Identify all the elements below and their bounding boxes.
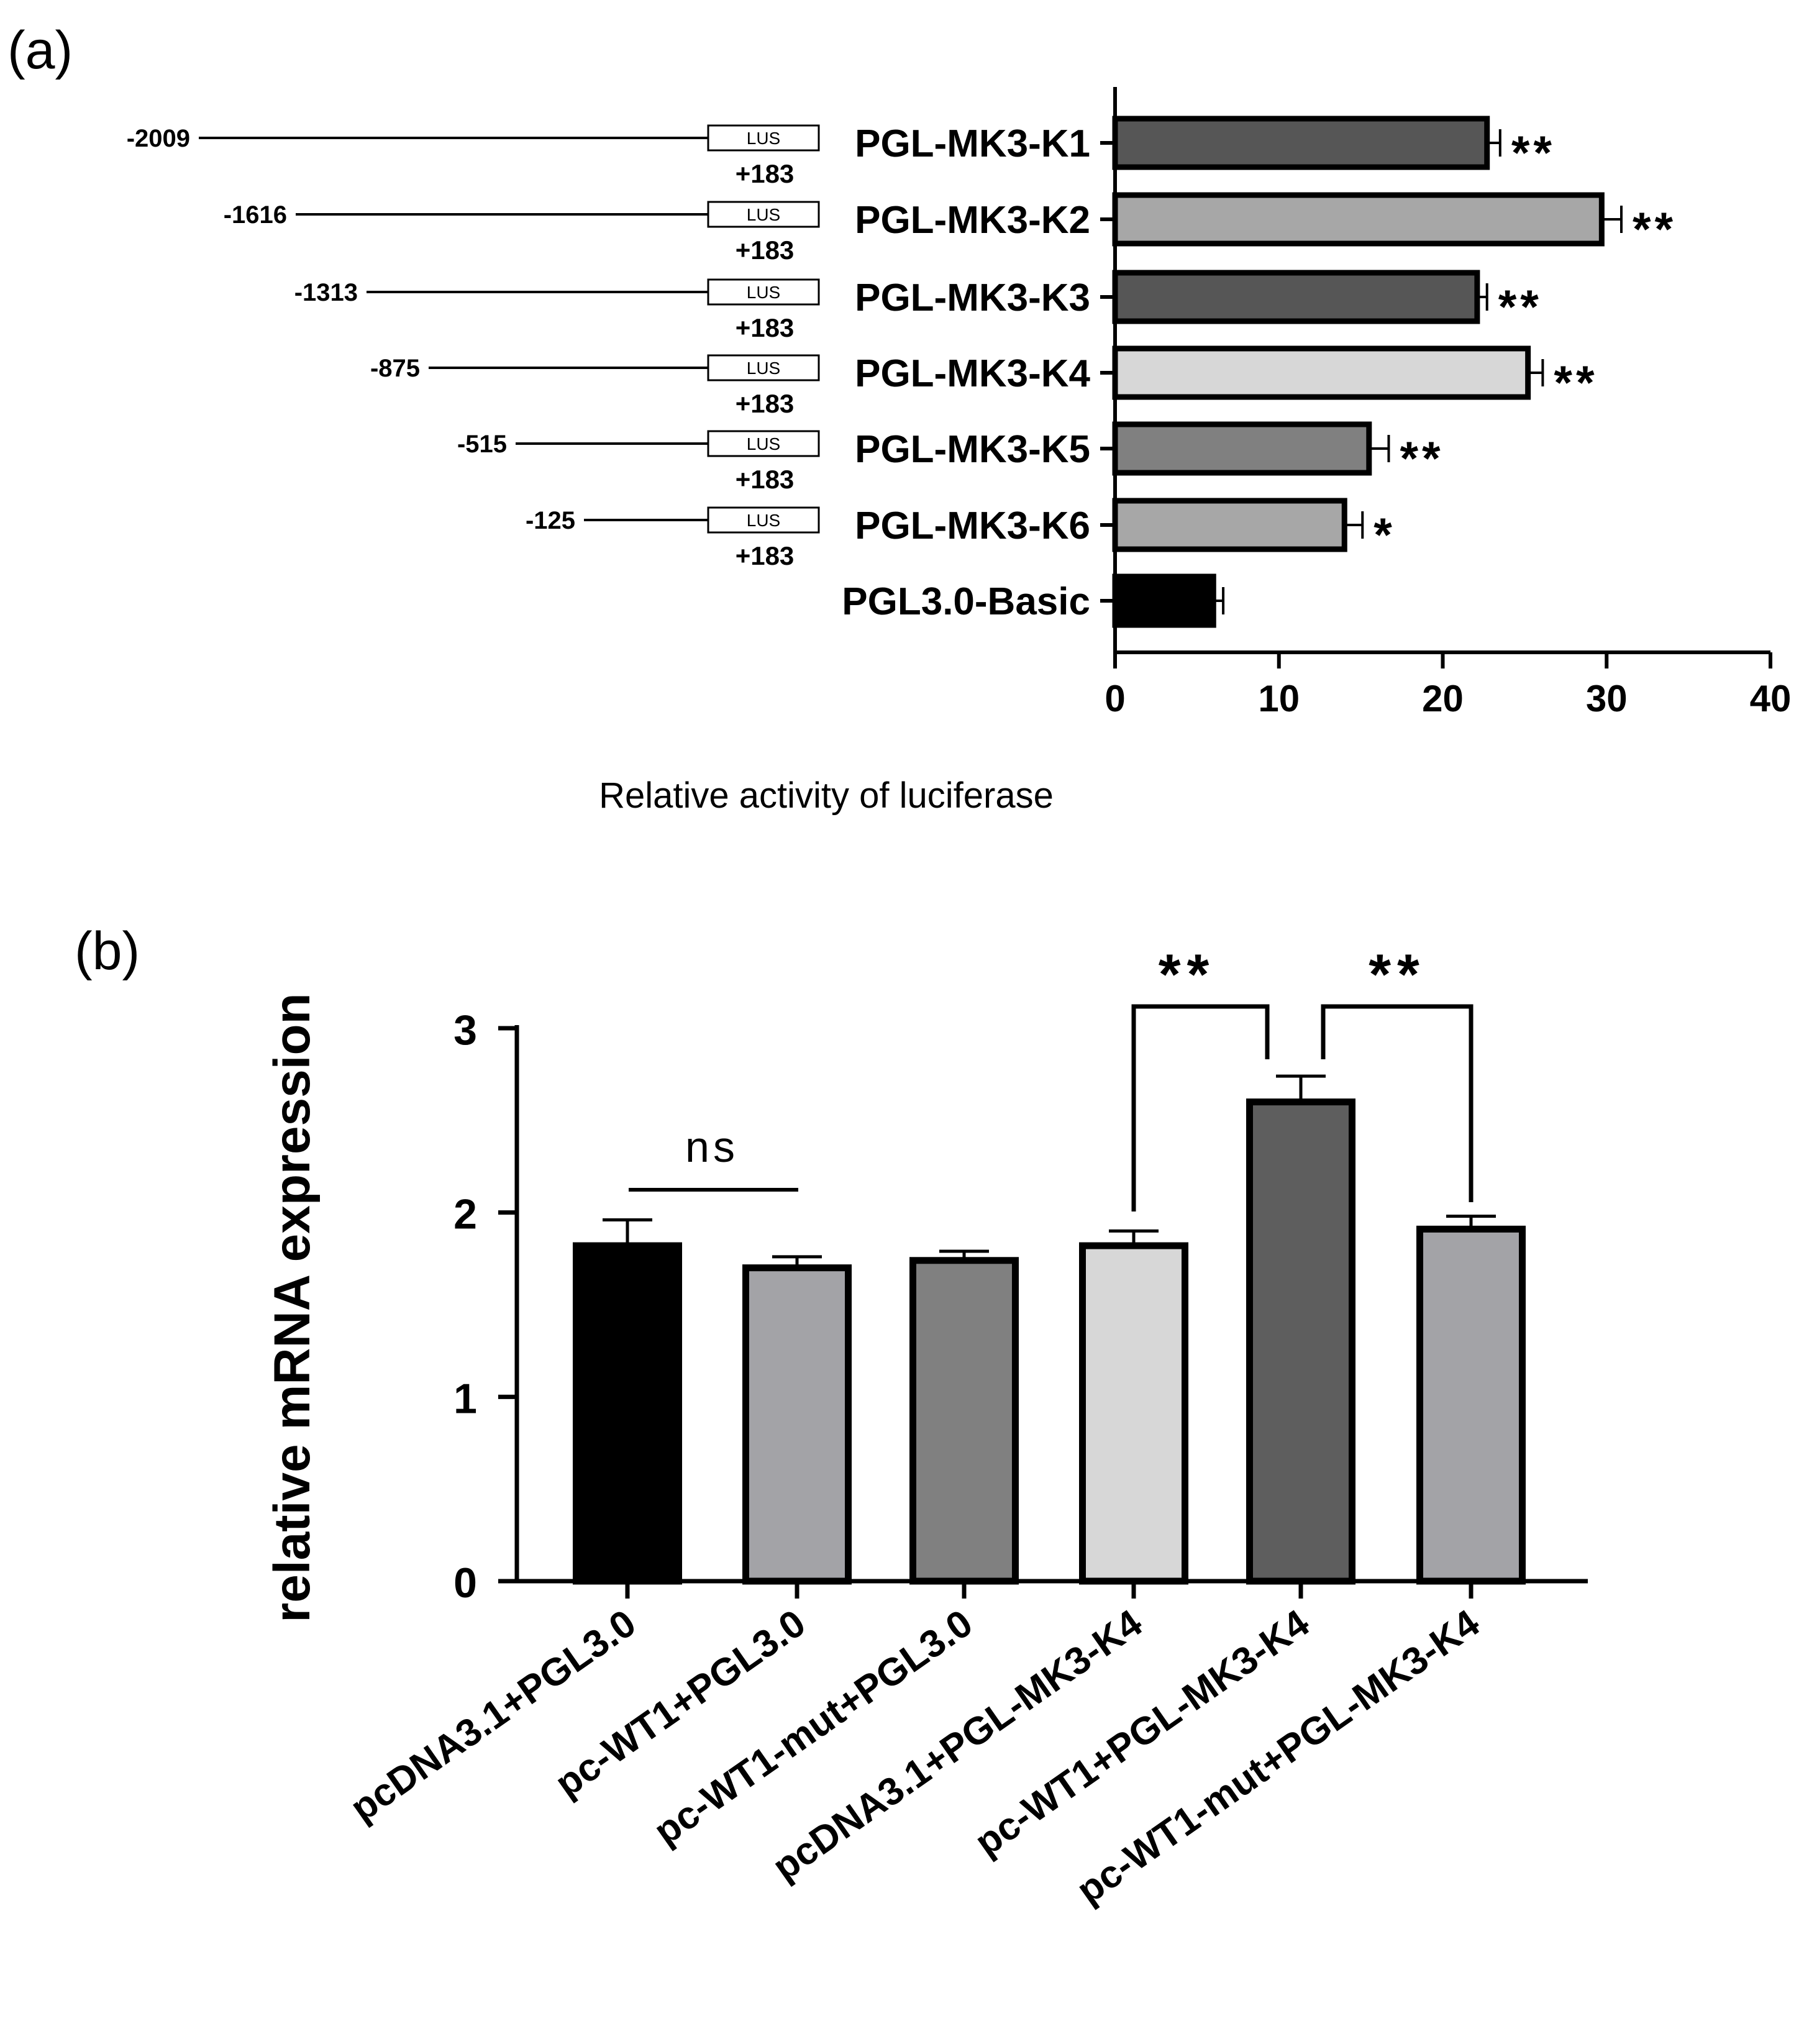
luciferase-label: LUS (747, 358, 780, 378)
construct-end-label: +183 (736, 313, 795, 342)
luciferase-box (707, 201, 820, 228)
significance-label: * (1374, 509, 1396, 562)
comparison-bracket (1321, 1004, 1474, 1202)
category-label: PGL-MK3-K5 (855, 428, 1090, 471)
bar (1112, 498, 1347, 552)
bar (742, 1264, 852, 1585)
y-tick-label: 0 (453, 1559, 477, 1607)
significance-label: ** (1400, 432, 1444, 485)
y-tick-label: 2 (453, 1191, 477, 1238)
construct-end-label: +183 (736, 159, 795, 188)
construct-end-label: +183 (736, 389, 795, 418)
significance-label: ** (1554, 357, 1598, 409)
luciferase-label: LUS (747, 283, 780, 302)
category-label: PGL3.0-Basic (842, 580, 1090, 623)
panel-a-axes: 0 10 20 30 40 PGL-MK3-K1 PGL-MK3-K2 PGL-MK3-K3 P… (842, 87, 1791, 719)
category-label: pc-WT1-mut+PGL3.0 (646, 1602, 980, 1853)
category-label: PGL-MK3-K6 (855, 504, 1090, 547)
panel-a: (a) 0 10 20 30 40 PGL-MK3-K1 PGL-MK3-K2 PGL-MK3… (7, 21, 1791, 816)
luciferase-box (707, 354, 820, 381)
y-tick-label: 3 (453, 1006, 477, 1054)
construct-start-label: -1313 (294, 279, 358, 306)
bar (1079, 1242, 1188, 1585)
luciferase-label: LUS (747, 511, 780, 530)
significance-label: ** (1498, 281, 1542, 334)
bar (1112, 421, 1372, 476)
luciferase-label: LUS (747, 205, 780, 224)
luciferase-box (707, 278, 820, 306)
significance-label: ** (1633, 203, 1677, 256)
panel-a-label: (a) (7, 21, 73, 80)
category-label: PGL-MK3-K3 (855, 276, 1090, 319)
significance-label: ** (1511, 127, 1556, 180)
category-label: PGL-MK3-K2 (855, 199, 1090, 242)
construct-start-label: -125 (526, 507, 575, 534)
bar (573, 1242, 682, 1585)
x-tick-label: 30 (1586, 678, 1628, 719)
category-label: PGL-MK3-K1 (855, 122, 1090, 165)
comparison-label: ns (685, 1123, 739, 1171)
category-label: pcDNA3.1+PGL3.0 (343, 1602, 644, 1830)
construct-end-label: +183 (736, 235, 795, 265)
construct-start-label: -515 (457, 431, 507, 458)
luciferase-label: LUS (747, 434, 780, 454)
bar (1112, 270, 1480, 324)
x-tick-label: 20 (1422, 678, 1464, 719)
comparison-label: ** (1369, 943, 1426, 1006)
bar (909, 1257, 1019, 1585)
bar (1112, 192, 1605, 247)
x-tick-label: 10 (1258, 678, 1300, 719)
construct-end-label: +183 (736, 465, 795, 494)
x-tick-label: 40 (1750, 678, 1792, 719)
category-label: PGL-MK3-K4 (855, 352, 1090, 395)
bar (1112, 573, 1216, 628)
comparison-label: ** (1159, 943, 1216, 1006)
panel-b-comparisons: ns ** ** (629, 943, 1474, 1211)
x-tick-label: 0 (1105, 678, 1125, 719)
construct-start-label: -875 (370, 355, 420, 382)
luciferase-box (707, 506, 820, 534)
construct-start-label: -1616 (224, 201, 287, 229)
bar (1246, 1098, 1355, 1585)
luciferase-box (707, 430, 820, 457)
bar (1112, 345, 1531, 400)
luciferase-box (707, 124, 820, 152)
panel-b-bars (573, 1074, 1526, 1585)
panel-a-x-axis-label: Relative activity of luciferase (599, 775, 1054, 816)
panel-a-bars: *********** (1112, 116, 1677, 628)
panel-a-constructs: -2009 LUS +183 -1616 LUS +183 -1313 LUS +183 -875… (127, 124, 820, 570)
construct-end-label: +183 (736, 541, 795, 570)
comparison-bracket (1131, 1004, 1270, 1211)
y-tick-label: 1 (453, 1375, 477, 1422)
bar (1416, 1225, 1526, 1585)
panel-b: (b) 0123pcDNA3.1+PGL3.0pc-WT1+PGL3.0pc-W… (75, 921, 1588, 1912)
construct-start-label: -2009 (127, 125, 190, 152)
panel-b-label: (b) (75, 921, 140, 981)
bar (1112, 116, 1490, 170)
luciferase-label: LUS (747, 129, 780, 148)
panel-b-y-axis-label: relative mRNA expression (264, 993, 321, 1622)
